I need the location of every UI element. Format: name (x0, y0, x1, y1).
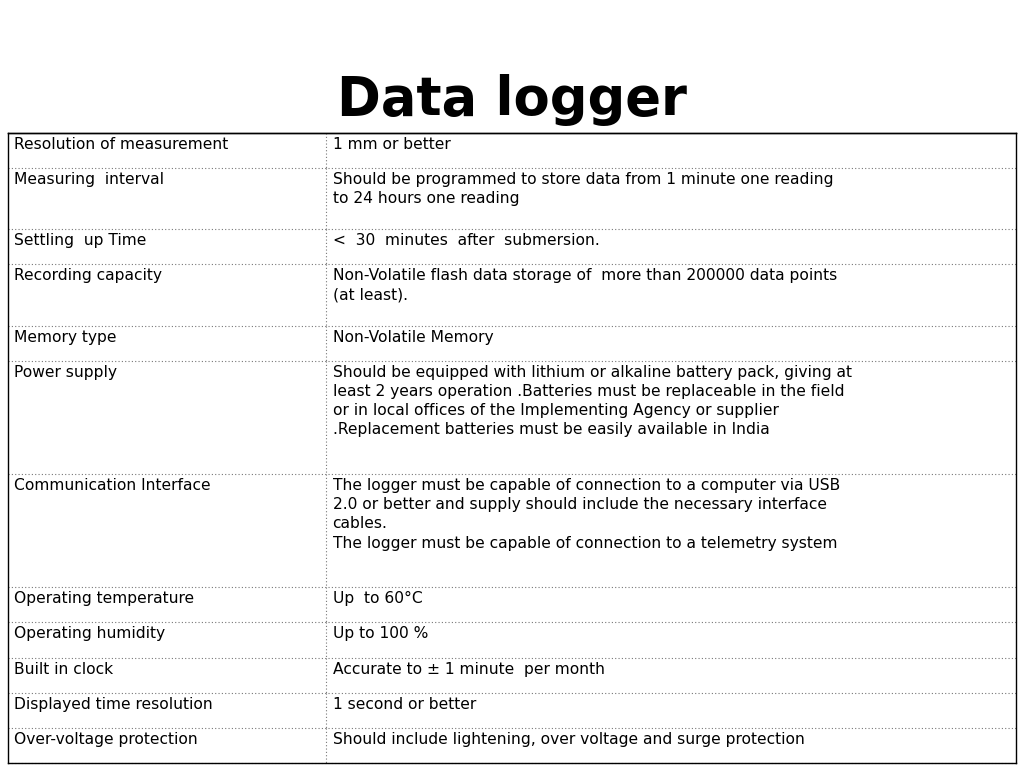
Text: The logger must be capable of connection to a computer via USB
2.0 or better and: The logger must be capable of connection… (333, 478, 840, 551)
Text: 1 mm or better: 1 mm or better (333, 137, 451, 152)
Text: <  30  minutes  after  submersion.: < 30 minutes after submersion. (333, 233, 599, 248)
Text: Measuring  interval: Measuring interval (14, 172, 164, 187)
Text: Displayed time resolution: Displayed time resolution (14, 697, 213, 712)
Text: Resolution of measurement: Resolution of measurement (14, 137, 228, 152)
Text: Accurate to ± 1 minute  per month: Accurate to ± 1 minute per month (333, 661, 604, 677)
Text: Up  to 60°C: Up to 60°C (333, 591, 422, 606)
Text: Operating humidity: Operating humidity (14, 627, 165, 641)
Text: Over-voltage protection: Over-voltage protection (14, 732, 198, 746)
Text: Data logger: Data logger (337, 74, 687, 126)
Text: Should be equipped with lithium or alkaline battery pack, giving at
least 2 year: Should be equipped with lithium or alkal… (333, 365, 852, 438)
Text: Memory type: Memory type (14, 329, 117, 345)
Text: Recording capacity: Recording capacity (14, 269, 162, 283)
Text: Non-Volatile Memory: Non-Volatile Memory (333, 329, 494, 345)
Text: Power supply: Power supply (14, 365, 117, 380)
Text: Up to 100 %: Up to 100 % (333, 627, 428, 641)
Text: Settling  up Time: Settling up Time (14, 233, 146, 248)
Text: Should include lightening, over voltage and surge protection: Should include lightening, over voltage … (333, 732, 805, 746)
Text: Built in clock: Built in clock (14, 661, 113, 677)
Text: Operating temperature: Operating temperature (14, 591, 195, 606)
Text: Communication Interface: Communication Interface (14, 478, 211, 493)
Text: Non-Volatile flash data storage of  more than 200000 data points
(at least).: Non-Volatile flash data storage of more … (333, 269, 837, 303)
Text: Should be programmed to store data from 1 minute one reading
to 24 hours one rea: Should be programmed to store data from … (333, 172, 833, 207)
Text: 1 second or better: 1 second or better (333, 697, 476, 712)
